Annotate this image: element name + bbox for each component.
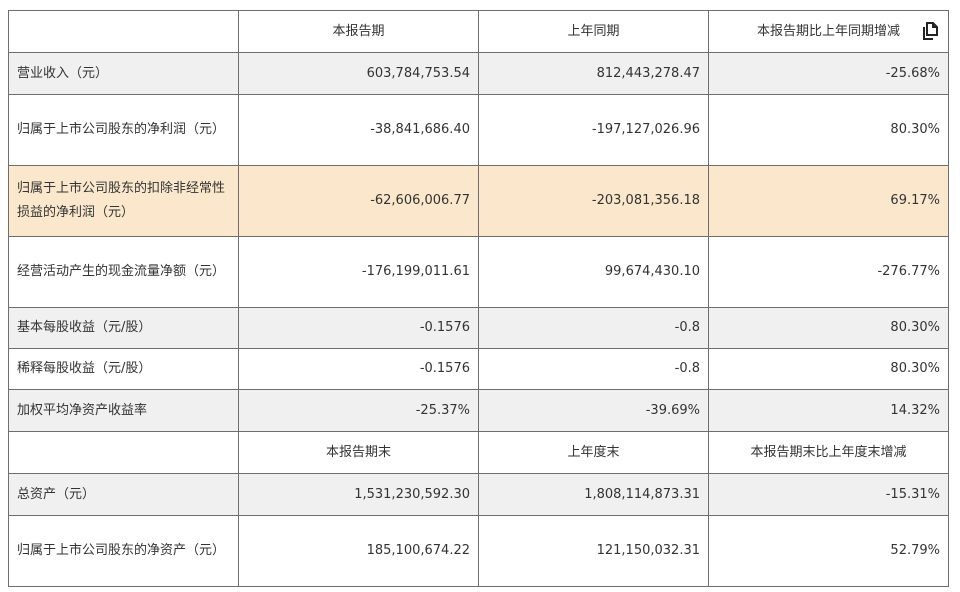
header-change-yoy-label: 本报告期比上年同期增减 <box>756 23 900 39</box>
previous-value: -0.8 <box>478 307 709 349</box>
table-row-net-profit-deducted: 归属于上市公司股东的扣除非经常性损益的净利润（元） -62,606,006.77… <box>8 165 949 237</box>
current-value: -0.1576 <box>238 348 479 390</box>
change-value: 52.79% <box>708 515 949 587</box>
header-current-period: 本报告期 <box>238 10 479 53</box>
change-value: 80.30% <box>708 307 949 349</box>
table-row-net-profit: 归属于上市公司股东的净利润（元） -38,841,686.40 -197,127… <box>8 94 949 166</box>
row-label: 归属于上市公司股东的净利润（元） <box>8 94 239 166</box>
previous-value: 121,150,032.31 <box>478 515 709 587</box>
current-value: -38,841,686.40 <box>238 94 479 166</box>
row-label: 稀释每股收益（元/股） <box>8 348 239 390</box>
header-change-vs-year-end: 本报告期末比上年度末增减 <box>708 431 949 474</box>
copy-icon[interactable] <box>922 22 938 40</box>
current-value: -176,199,011.61 <box>238 236 479 308</box>
table-row-basic-eps: 基本每股收益（元/股） -0.1576 -0.8 80.30% <box>8 307 949 349</box>
previous-value: 812,443,278.47 <box>478 52 709 95</box>
current-value: -62,606,006.77 <box>238 165 479 237</box>
change-value: 80.30% <box>708 94 949 166</box>
financial-table: 本报告期 上年同期 本报告期比上年同期增减 营业收入（元） 603,784,75… <box>8 10 949 587</box>
table-row-revenue: 营业收入（元） 603,784,753.54 812,443,278.47 -2… <box>8 52 949 95</box>
header-cell-empty <box>8 10 239 53</box>
table-row-diluted-eps: 稀释每股收益（元/股） -0.1576 -0.8 80.30% <box>8 348 949 390</box>
change-value: 69.17% <box>708 165 949 237</box>
current-value: -25.37% <box>238 389 479 432</box>
current-value: 1,531,230,592.30 <box>238 473 479 516</box>
current-value: 603,784,753.54 <box>238 52 479 95</box>
financial-table-container: 本报告期 上年同期 本报告期比上年同期增减 营业收入（元） 603,784,75… <box>8 10 949 587</box>
row-label: 基本每股收益（元/股） <box>8 307 239 349</box>
header-row-period: 本报告期 上年同期 本报告期比上年同期增减 <box>8 10 949 53</box>
header-change-yoy: 本报告期比上年同期增减 <box>708 10 949 53</box>
row-label: 经营活动产生的现金流量净额（元） <box>8 236 239 308</box>
row-label: 营业收入（元） <box>8 52 239 95</box>
change-value: -15.31% <box>708 473 949 516</box>
current-value: -0.1576 <box>238 307 479 349</box>
row-label: 归属于上市公司股东的扣除非经常性损益的净利润（元） <box>8 165 239 237</box>
previous-value: -203,081,356.18 <box>478 165 709 237</box>
change-value: 14.32% <box>708 389 949 432</box>
header-row-period-end: 本报告期末 上年度末 本报告期末比上年度末增减 <box>8 431 949 474</box>
table-row-total-assets: 总资产（元） 1,531,230,592.30 1,808,114,873.31… <box>8 473 949 516</box>
table-row-net-assets: 归属于上市公司股东的净资产（元） 185,100,674.22 121,150,… <box>8 515 949 587</box>
header-current-period-end: 本报告期末 <box>238 431 479 474</box>
table-row-operating-cash-flow: 经营活动产生的现金流量净额（元） -176,199,011.61 99,674,… <box>8 236 949 308</box>
change-value: -276.77% <box>708 236 949 308</box>
table-row-weighted-roe: 加权平均净资产收益率 -25.37% -39.69% 14.32% <box>8 389 949 432</box>
previous-value: -197,127,026.96 <box>478 94 709 166</box>
change-value: 80.30% <box>708 348 949 390</box>
previous-value: 99,674,430.10 <box>478 236 709 308</box>
current-value: 185,100,674.22 <box>238 515 479 587</box>
row-label: 归属于上市公司股东的净资产（元） <box>8 515 239 587</box>
row-label: 加权平均净资产收益率 <box>8 389 239 432</box>
previous-value: -0.8 <box>478 348 709 390</box>
previous-value: 1,808,114,873.31 <box>478 473 709 516</box>
previous-value: -39.69% <box>478 389 709 432</box>
header-cell-empty <box>8 431 239 474</box>
change-value: -25.68% <box>708 52 949 95</box>
row-label: 总资产（元） <box>8 473 239 516</box>
header-last-year-end: 上年度末 <box>478 431 709 474</box>
header-same-period-last-year: 上年同期 <box>478 10 709 53</box>
